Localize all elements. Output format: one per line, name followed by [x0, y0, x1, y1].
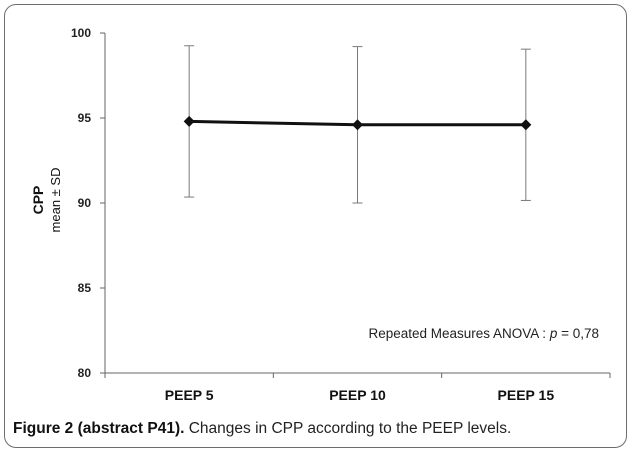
x-category-label: PEEP 15: [498, 387, 555, 403]
y-axis-subtitle: mean ± SD: [48, 168, 63, 233]
y-tick-label: 100: [71, 26, 91, 40]
chart: 80 85 90 95 100 PEEP 5 PEEP 10 PEEP 15 CPP mea…: [30, 26, 611, 403]
y-tick-label: 95: [78, 111, 92, 125]
x-category-label: PEEP 10: [329, 387, 386, 403]
anova-p-symbol: p: [549, 326, 558, 341]
anova-annotation: Repeated Measures ANOVA : p = 0,78: [368, 326, 599, 341]
caption-label: Figure 2 (abstract P41).: [13, 420, 185, 437]
y-axis-label: CPP mean ± SD: [30, 168, 63, 233]
y-tick-labels: 80 85 90 95 100: [71, 26, 91, 380]
anova-p-value: = 0,78: [557, 326, 599, 341]
anova-prefix: Repeated Measures ANOVA :: [368, 326, 549, 341]
data-point-marker: [352, 119, 363, 131]
x-category-labels: PEEP 5 PEEP 10 PEEP 15: [165, 387, 555, 403]
axes: [100, 32, 611, 378]
x-category-label: PEEP 5: [165, 387, 214, 403]
figure-frame: [4, 4, 627, 448]
data-point-marker: [183, 115, 195, 127]
data-point-marker: [520, 119, 532, 131]
y-axis-title: CPP: [30, 186, 46, 215]
y-tick-label: 90: [78, 196, 92, 210]
series: [183, 115, 532, 131]
y-tick-label: 85: [78, 281, 92, 295]
y-tick-label: 80: [78, 366, 92, 380]
caption-text: Changes in CPP according to the PEEP lev…: [184, 420, 512, 437]
figure-caption: Figure 2 (abstract P41). Changes in CPP …: [13, 420, 623, 438]
